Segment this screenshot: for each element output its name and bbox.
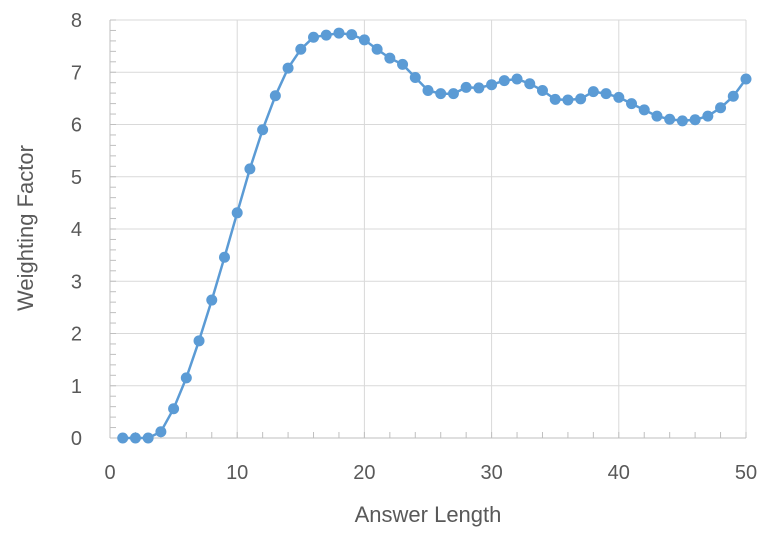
data-point	[702, 110, 714, 122]
data-point	[180, 372, 192, 384]
data-point	[460, 81, 472, 93]
data-point	[129, 432, 141, 444]
gridlines	[110, 19, 747, 438]
x-tick-label: 10	[226, 462, 248, 484]
y-tick-label: 0	[71, 428, 82, 450]
x-tick-label: 0	[104, 462, 115, 484]
data-point	[727, 90, 739, 102]
data-point	[664, 113, 676, 125]
x-tick-label: 50	[735, 462, 757, 484]
data-point	[282, 62, 294, 74]
data-point	[193, 335, 205, 347]
data-point	[117, 432, 129, 444]
data-point	[536, 85, 548, 97]
data-point	[638, 104, 650, 116]
y-tick-label: 2	[71, 324, 82, 346]
x-tick-label: 20	[353, 462, 375, 484]
y-tick-labels: 0 1 2 3 4 5 6 7 8	[71, 10, 82, 450]
data-point	[168, 403, 180, 415]
data-point	[740, 73, 752, 85]
data-point	[422, 85, 434, 97]
y-tick-label: 1	[71, 376, 82, 398]
y-tick-label: 8	[71, 10, 82, 32]
data-point	[524, 78, 536, 90]
data-point	[676, 115, 688, 127]
x-tick-labels: 0 10 20 30 40 50	[104, 462, 757, 484]
data-point	[295, 43, 307, 55]
data-point	[384, 52, 396, 64]
data-point	[371, 43, 383, 55]
data-point	[358, 34, 370, 46]
y-tick-label: 3	[71, 271, 82, 293]
data-point	[206, 294, 218, 306]
data-point	[549, 93, 561, 105]
y-tick-label: 7	[71, 62, 82, 84]
data-point	[397, 58, 409, 70]
data-point	[575, 93, 587, 105]
data-point	[346, 29, 358, 41]
data-point	[626, 98, 638, 110]
data-point	[689, 114, 701, 126]
data-point	[218, 251, 230, 263]
data-point	[511, 73, 523, 85]
data-point	[231, 207, 243, 219]
data-point	[498, 75, 510, 87]
data-point	[587, 86, 599, 98]
data-point	[473, 82, 485, 94]
y-tick-label: 4	[71, 219, 82, 241]
data-point	[715, 102, 727, 114]
data-point	[320, 29, 332, 41]
data-point	[257, 124, 269, 136]
data-point	[155, 426, 167, 438]
x-tick-label: 30	[480, 462, 502, 484]
y-tick-label: 6	[71, 115, 82, 137]
y-axis-title: Weighting Factor	[13, 145, 38, 311]
data-point	[308, 31, 320, 43]
series-group	[117, 27, 752, 444]
x-tick-label: 40	[608, 462, 630, 484]
data-point	[269, 90, 281, 102]
axes	[109, 19, 747, 439]
data-point	[333, 27, 345, 39]
data-point	[600, 88, 612, 100]
data-point	[244, 163, 256, 175]
data-point	[613, 91, 625, 103]
data-point	[435, 88, 447, 100]
series-line	[122, 31, 748, 440]
data-point	[447, 88, 459, 100]
data-point	[651, 110, 663, 122]
data-point	[409, 71, 421, 83]
x-axis-title: Answer Length	[355, 502, 502, 527]
data-point	[562, 94, 574, 106]
data-point	[486, 79, 498, 91]
y-tick-label: 5	[71, 167, 82, 189]
data-point	[142, 432, 154, 444]
